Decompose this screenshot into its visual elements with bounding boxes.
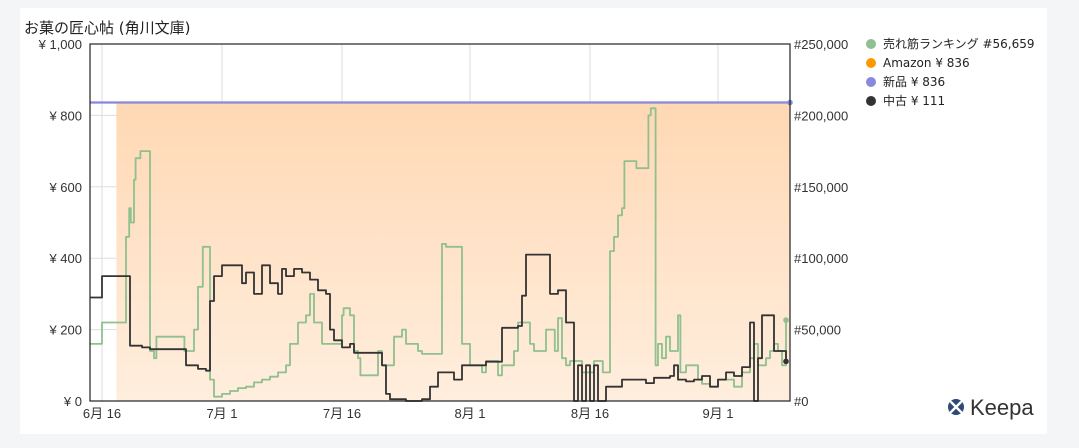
legend-swatch [866,77,876,87]
left-tick-label: ¥ 800 [48,108,82,123]
series-lines [90,99,793,402]
x-tick-label: 7月 1 [206,406,237,421]
legend-swatch [866,96,876,106]
legend-label: 中古 ¥ 111 [883,93,945,108]
legend-label: 売れ筋ランキング #56,659 [883,36,1035,51]
price-history-chart[interactable]: お菓の匠心帖 (角川文庫) ¥ 0 ¥ 200 ¥ 400 ¥ 600 ¥ 800 ¥ 1… [20,8,1047,434]
brand-name: Keepa [970,395,1034,420]
chart-card: お菓の匠心帖 (角川文庫) ¥ 0 ¥ 200 ¥ 400 ¥ 600 ¥ 800 ¥ 1… [20,8,1047,434]
right-axis: #0 #50,000 #100,000 #150,000 #200,000 #250,00… [794,37,848,409]
legend-item[interactable]: Amazon ¥ 836 [866,56,970,70]
chart-title: お菓の匠心帖 (角川文庫) [24,19,190,37]
right-tick-label: #100,000 [794,251,848,266]
x-tick-label: 8月 1 [454,406,485,421]
legend-item[interactable]: 中古 ¥ 111 [866,93,945,108]
x-tick-label: 9月 1 [702,406,733,421]
right-tick-label: #200,000 [794,108,848,123]
left-tick-label: ¥ 0 [63,394,82,409]
new-price-shade [116,102,790,401]
legend-label: 新品 ¥ 836 [883,74,945,89]
legend-label: Amazon ¥ 836 [883,56,970,70]
right-tick-label: #50,000 [794,323,841,338]
x-tick-label: 6月 16 [83,406,121,421]
left-tick-label: ¥ 200 [48,323,82,338]
left-tick-label: ¥ 600 [48,180,82,195]
right-tick-label: #0 [794,394,808,409]
x-tick-label: 7月 16 [323,406,361,421]
legend-item[interactable]: 新品 ¥ 836 [866,74,945,89]
x-tick-label: 8月 16 [571,406,609,421]
legend-swatch [866,58,876,68]
plot-border [89,43,791,402]
shaded-area [116,102,790,401]
legend[interactable]: 売れ筋ランキング #56,659 Amazon ¥ 836 新品 ¥ 836 中古 ¥… [866,36,1035,108]
left-tick-label: ¥ 1,000 [38,37,82,52]
series-endpoint-売れ筋ランキング [783,317,789,323]
left-tick-label: ¥ 400 [48,251,82,266]
left-axis: ¥ 0 ¥ 200 ¥ 400 ¥ 600 ¥ 800 ¥ 1,000 [38,37,82,409]
x-axis: 6月 16 7月 1 7月 16 8月 1 8月 16 9月 1 [83,406,734,421]
keepa-brand[interactable]: Keepa [948,395,1034,420]
legend-item[interactable]: 売れ筋ランキング #56,659 [866,36,1035,51]
right-tick-label: #150,000 [794,180,848,195]
series-endpoint-中古 [783,358,789,365]
legend-swatch [866,39,876,49]
series-line-中古 [90,253,787,402]
keepa-logo-mark [949,400,963,414]
right-tick-label: #250,000 [794,37,848,52]
